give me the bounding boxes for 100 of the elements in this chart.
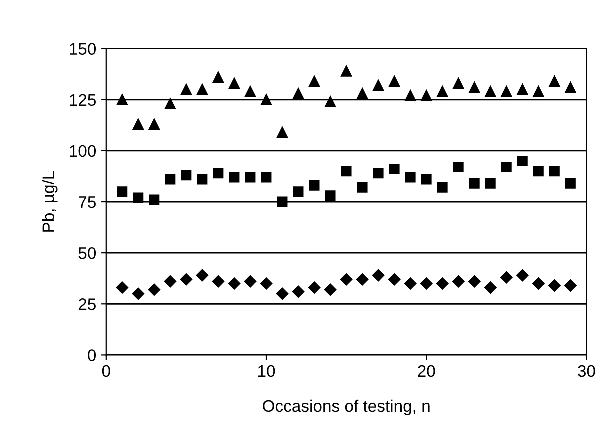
point (197, 174, 208, 185)
x-axis-title: Occasions of testing, n (263, 400, 430, 416)
point (532, 278, 545, 290)
point (452, 276, 465, 288)
point (213, 168, 224, 179)
point (373, 168, 384, 179)
point (405, 172, 416, 183)
point (212, 72, 224, 83)
point (244, 276, 257, 288)
point (324, 96, 336, 108)
point (309, 180, 320, 191)
point (148, 118, 160, 130)
point (260, 94, 272, 106)
point (485, 86, 496, 98)
point (293, 186, 304, 198)
y-tick-label: 25 (78, 298, 96, 310)
point (548, 280, 561, 292)
point (501, 86, 512, 98)
point (421, 90, 432, 102)
point (373, 80, 384, 92)
point (116, 94, 128, 106)
point (357, 182, 368, 193)
point (260, 278, 273, 290)
point (308, 282, 321, 294)
point (181, 170, 192, 181)
point (228, 278, 241, 290)
point (261, 172, 272, 183)
point (341, 166, 352, 177)
point (132, 118, 144, 130)
y-axis-title: Pb, µg/L (42, 171, 58, 232)
point (164, 276, 177, 288)
point (549, 166, 560, 177)
point (405, 90, 416, 102)
point (244, 86, 256, 98)
point (484, 282, 497, 294)
point (356, 274, 369, 286)
point (196, 84, 208, 96)
point (420, 278, 433, 290)
point (180, 274, 193, 286)
point (436, 278, 449, 290)
point (165, 174, 176, 185)
point (549, 76, 560, 88)
point (132, 288, 145, 300)
point (229, 172, 240, 183)
point (277, 196, 288, 208)
point (453, 78, 464, 90)
point (453, 162, 464, 173)
point (357, 88, 368, 100)
point (469, 82, 480, 94)
point (421, 174, 432, 185)
point (149, 194, 160, 206)
point (500, 271, 513, 284)
point (372, 269, 385, 282)
point (516, 269, 529, 282)
point (117, 186, 128, 198)
point (340, 274, 353, 286)
point (341, 66, 352, 77)
point (276, 127, 288, 138)
point (276, 288, 289, 300)
point (566, 178, 576, 189)
x-tick-label: 20 (418, 365, 436, 378)
point (196, 269, 209, 282)
point (164, 98, 176, 110)
x-tick-label: 0 (102, 365, 110, 378)
point (389, 164, 400, 175)
point (324, 284, 337, 296)
point (388, 274, 401, 286)
y-tick-label: 0 (88, 350, 96, 362)
point (292, 88, 304, 100)
point (245, 172, 256, 183)
point (148, 284, 161, 296)
point (325, 190, 336, 202)
point (517, 84, 528, 96)
y-tick-label: 100 (70, 145, 96, 158)
point (180, 84, 192, 96)
y-tick-label: 75 (78, 196, 96, 208)
point (116, 282, 129, 294)
y-tick-label: 50 (78, 247, 96, 260)
point (212, 276, 225, 288)
point (533, 166, 544, 177)
point (564, 280, 577, 292)
point (133, 192, 144, 204)
point (437, 182, 448, 193)
point (468, 276, 481, 288)
point (228, 78, 240, 90)
point (565, 82, 576, 94)
point (469, 178, 480, 189)
point (517, 156, 528, 166)
point (501, 162, 512, 173)
point (308, 76, 320, 88)
point (389, 76, 400, 88)
point (485, 178, 496, 189)
point (437, 86, 448, 98)
point (404, 278, 417, 290)
y-tick-label: 150 (70, 43, 96, 56)
point (292, 286, 305, 298)
point (533, 86, 544, 98)
x-tick-label: 10 (258, 365, 276, 378)
y-tick-label: 125 (70, 94, 96, 106)
x-tick-label: 30 (578, 365, 596, 378)
